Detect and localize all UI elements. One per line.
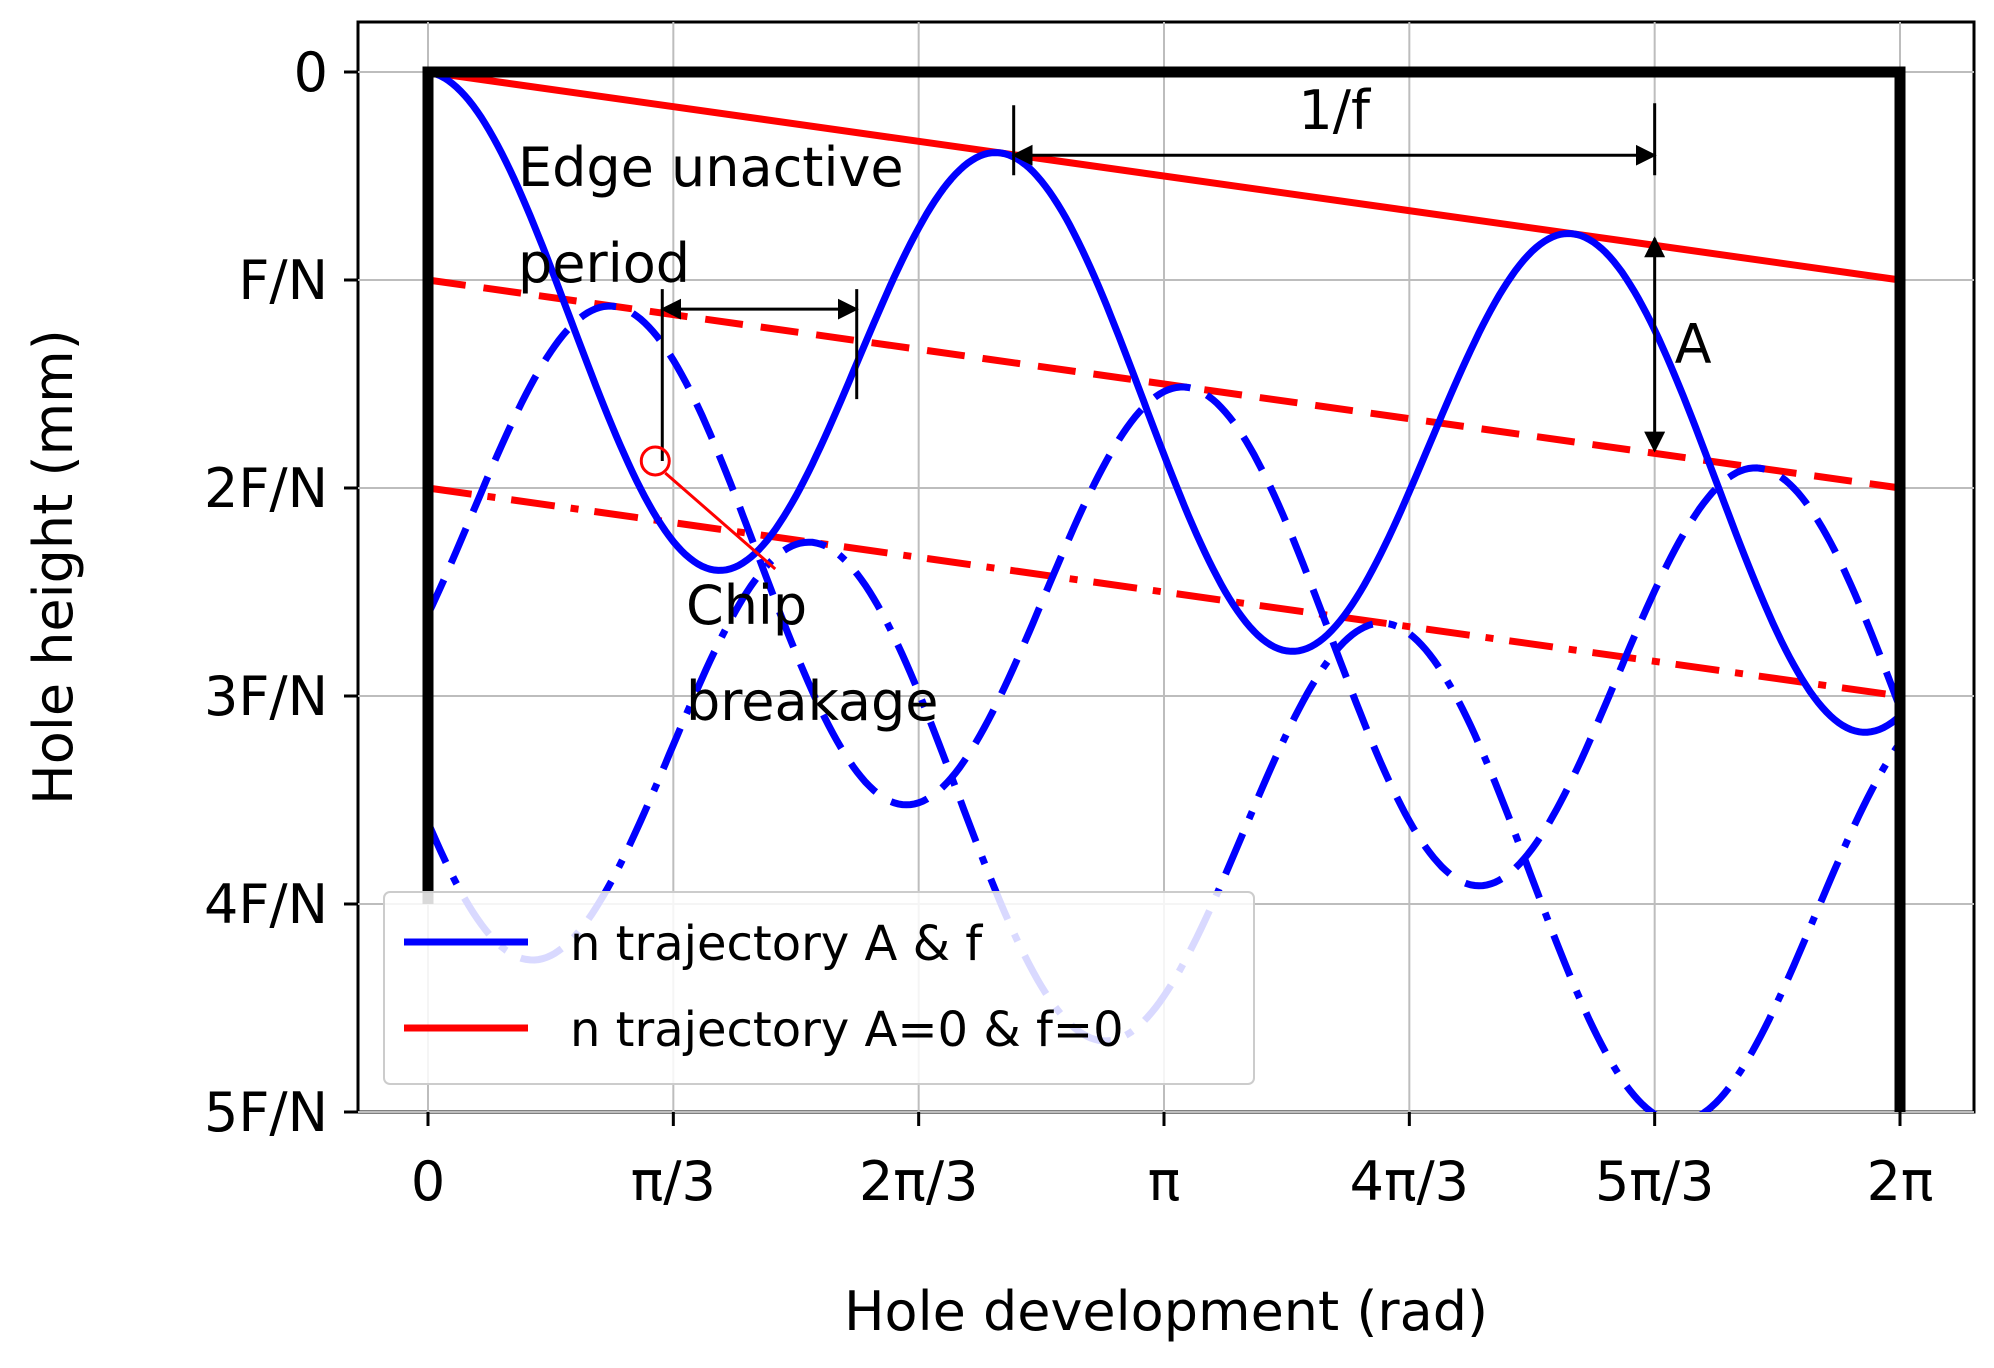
x-axis-ticks: 0 π/3 2π/3 π 4π/3 5π/3 2π: [411, 1112, 1934, 1213]
x-tick-label: π: [1148, 1150, 1181, 1213]
unactive-period-label-line1: Edge unactive: [518, 136, 904, 199]
legend: n trajectory A & f n trajectory A=0 & f=…: [383, 891, 1255, 1085]
x-tick-label: 4π/3: [1350, 1150, 1469, 1213]
y-axis-label: Hole height (mm): [22, 329, 85, 805]
legend-box: [383, 891, 1255, 1085]
period-label: 1/f: [1298, 79, 1372, 142]
y-tick-label: 5F/N: [204, 1081, 328, 1144]
y-tick-label: F/N: [238, 249, 328, 312]
x-axis-label: Hole development (rad): [844, 1280, 1488, 1343]
amplitude-label: A: [1675, 312, 1712, 375]
chip-breakage-pointer: [664, 471, 777, 571]
x-tick-label: 2π: [1867, 1150, 1934, 1213]
legend-label-red: n trajectory A=0 & f=0: [570, 1002, 1124, 1058]
x-tick-label: 2π/3: [859, 1150, 978, 1213]
x-tick-label: 5π/3: [1595, 1150, 1714, 1213]
legend-label-blue: n trajectory A & f: [570, 916, 983, 972]
x-tick-label: π/3: [631, 1150, 716, 1213]
chip-breakage-label-line2: breakage: [686, 670, 939, 733]
chip-breakage-marker: [639, 445, 671, 477]
blue-curve-dashed: [424, 302, 1904, 890]
unactive-period-label-line2: period: [518, 232, 690, 295]
annotations: 1/f A Edge unactive period Chip breakage: [518, 79, 1712, 733]
y-tick-label: 4F/N: [204, 873, 328, 936]
x-tick-label: 0: [411, 1150, 445, 1213]
y-tick-label: 2F/N: [204, 457, 328, 520]
chip-breakage-label-line1: Chip: [686, 574, 807, 637]
hole-wall: [422, 66, 1906, 1112]
y-tick-label: 0: [294, 41, 328, 104]
red-line-dashdot: [427, 484, 1901, 700]
y-tick-label: 3F/N: [204, 665, 328, 728]
y-axis-ticks: 0 F/N 2F/N 3F/N 4F/N 5F/N: [204, 41, 358, 1144]
